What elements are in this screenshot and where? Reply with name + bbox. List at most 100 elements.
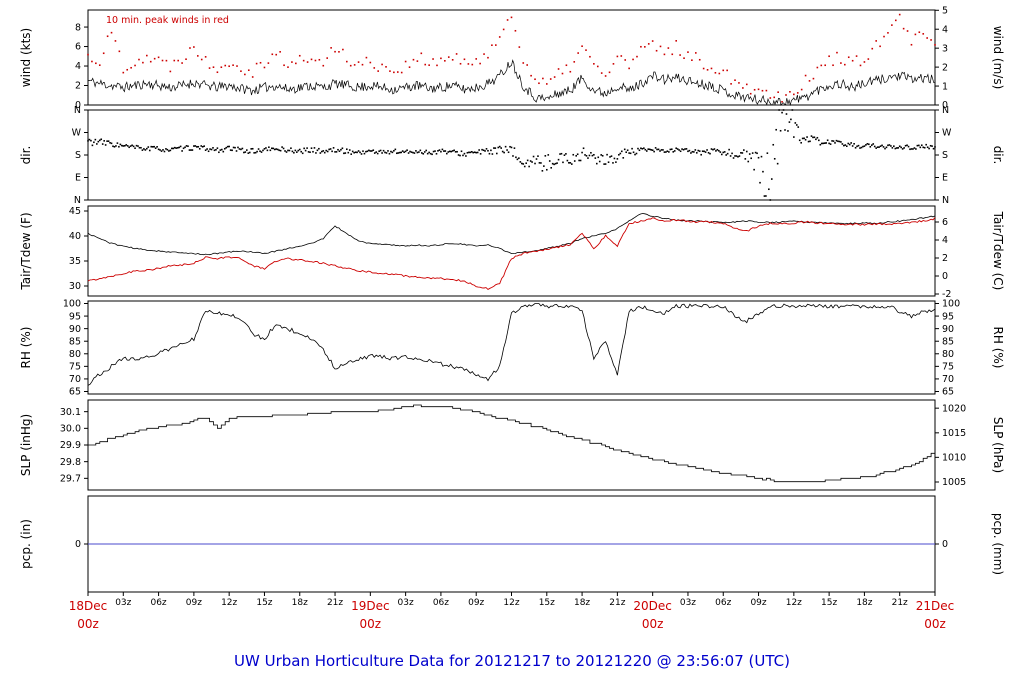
ylabel-left-temp: Tair/Tdew (F)	[19, 212, 33, 290]
xtick-hour-label-major: 00z	[77, 617, 99, 631]
ytick-label-right: E	[942, 173, 948, 184]
ylabel-right-slp: SLP (hPa)	[991, 417, 1005, 473]
xtick-date-label: 21Dec	[916, 599, 955, 613]
peak-winds-note: 10 min. peak winds in red	[106, 15, 229, 26]
panel-border-wind	[87, 9, 936, 106]
xtick-date-label: 19Dec	[351, 599, 390, 613]
xtick-hour-label: 18z	[856, 598, 872, 608]
ylabel-right-rh: RH (%)	[991, 327, 1005, 369]
ylabel-left-rh: RH (%)	[19, 327, 33, 369]
ytick-label-left: 35	[69, 256, 81, 267]
xtick-hour-label: 03z	[398, 598, 414, 608]
ytick-label-left: 90	[69, 324, 81, 335]
ytick-label-left: 8	[75, 22, 81, 33]
ytick-label-right: 80	[942, 349, 954, 360]
panel-wind: 0 2 4 6 8 0 1 2 3 4 5 wind (kts) wind (m/s) 10 min. p…	[19, 5, 1005, 111]
xtick-hour-label: 03z	[115, 598, 131, 608]
xtick-hour-label: 09z	[468, 598, 484, 608]
xtick-hour-label: 12z	[503, 598, 519, 608]
ytick-label-left: 0	[75, 539, 81, 550]
ytick-label-right: 95	[942, 311, 954, 322]
ytick-label-right: N	[942, 195, 949, 206]
ytick-label-left: W	[72, 128, 82, 139]
ytick-label-left: 0	[75, 100, 81, 111]
ytick-label-right: 2	[942, 62, 948, 73]
xtick-hour-label: 09z	[186, 598, 202, 608]
ylabel-left-dir: dir.	[19, 146, 33, 165]
xtick-hour-label: 21z	[609, 598, 625, 608]
panel-pcp: 0 0 pcp. (in) pcp. (mm)	[19, 495, 1005, 593]
series-tair_f	[87, 213, 936, 256]
panel-temp: 30 35 40 45 -2 0 2 4 6 Tair/Tdew (F) Tair/Tdew (C)	[19, 205, 1005, 300]
ytick-label-right: 0	[942, 100, 948, 111]
series-wind_dir_deg	[87, 109, 936, 201]
ytick-label-right: 5	[942, 5, 948, 16]
ytick-label-right: 2	[942, 253, 948, 264]
ytick-label-left: 29.7	[60, 474, 81, 485]
ytick-label-left: 2	[75, 81, 81, 92]
xtick-hour-label: 12z	[786, 598, 802, 608]
panel-slp: 29.7 29.8 29.9 30.0 30.1 1005 1010 1015 1020 SLP …	[19, 399, 1005, 491]
xtick-hour-label: 18z	[574, 598, 590, 608]
ytick-label-right: 1010	[942, 453, 966, 464]
ytick-label-left: 40	[69, 231, 81, 242]
ytick-label-right: 85	[942, 336, 954, 347]
xtick-date-label: 18Dec	[69, 599, 108, 613]
xtick-hour-label: 12z	[221, 598, 237, 608]
ytick-label-right: 1020	[942, 403, 966, 414]
ylabel-left-pcp: pcp. (in)	[19, 519, 33, 569]
series-wind_peak_kts	[87, 13, 936, 103]
ytick-label-left: 75	[69, 362, 81, 373]
ytick-label-left: 30.1	[60, 407, 81, 418]
ytick-label-left: 95	[69, 311, 81, 322]
xtick-hour-label: 03z	[680, 598, 696, 608]
ytick-label-right: 4	[942, 24, 948, 35]
ytick-label-right: 70	[942, 374, 954, 385]
ylabel-right-temp: Tair/Tdew (C)	[991, 211, 1005, 291]
ytick-label-right: 0	[942, 271, 948, 282]
ylabel-right-pcp: pcp. (mm)	[991, 513, 1005, 575]
ytick-label-left: E	[75, 173, 81, 184]
panel-border-slp	[87, 399, 936, 491]
ytick-label-right: 65	[942, 387, 954, 398]
ylabel-right-wind: wind (m/s)	[991, 26, 1005, 90]
ylabel-right-dir: dir.	[991, 146, 1005, 165]
ytick-label-right: 90	[942, 324, 954, 335]
series-rh_pct	[87, 303, 936, 386]
ytick-label-left: 30.0	[60, 424, 81, 435]
ytick-label-right: 1	[942, 81, 948, 92]
ytick-label-left: 45	[69, 206, 81, 217]
ytick-label-right: 1005	[942, 477, 966, 488]
xtick-hour-label: 15z	[539, 598, 555, 608]
ytick-label-right: 75	[942, 362, 954, 373]
ytick-label-left: N	[74, 195, 81, 206]
ytick-label-right: W	[942, 128, 952, 139]
ytick-label-left: 100	[63, 299, 81, 310]
ytick-label-left: 65	[69, 387, 81, 398]
ytick-label-left: 29.8	[60, 457, 81, 468]
xtick-hour-label-major: 00z	[924, 617, 946, 631]
ytick-label-left: 80	[69, 349, 81, 360]
ytick-label-right: 1015	[942, 428, 966, 439]
xtick-hour-label: 21z	[327, 598, 343, 608]
xtick-hour-label: 18z	[292, 598, 308, 608]
ytick-label-left: 85	[69, 336, 81, 347]
ytick-label-right: 0	[942, 539, 948, 550]
xtick-hour-label: 06z	[715, 598, 731, 608]
xtick-hour-label-major: 00z	[642, 617, 664, 631]
ytick-label-left: 4	[75, 61, 81, 72]
ytick-label-left: S	[75, 150, 81, 161]
xtick-hour-label: 15z	[256, 598, 272, 608]
ytick-label-right: -2	[942, 289, 951, 300]
panel-border-temp	[87, 205, 936, 297]
x-axis: 18Dec 00z 03z 06z 09z 12z 15z 18z 21z 19Dec 00z 03z…	[69, 592, 955, 631]
series-tdew_f	[87, 217, 936, 290]
panel-border-rh	[87, 300, 936, 395]
ytick-label-right: 4	[942, 235, 948, 246]
ytick-label-right: S	[942, 150, 948, 161]
panel-border-dir	[87, 109, 936, 201]
chart-title: UW Urban Horticulture Data for 20121217 …	[234, 652, 790, 670]
